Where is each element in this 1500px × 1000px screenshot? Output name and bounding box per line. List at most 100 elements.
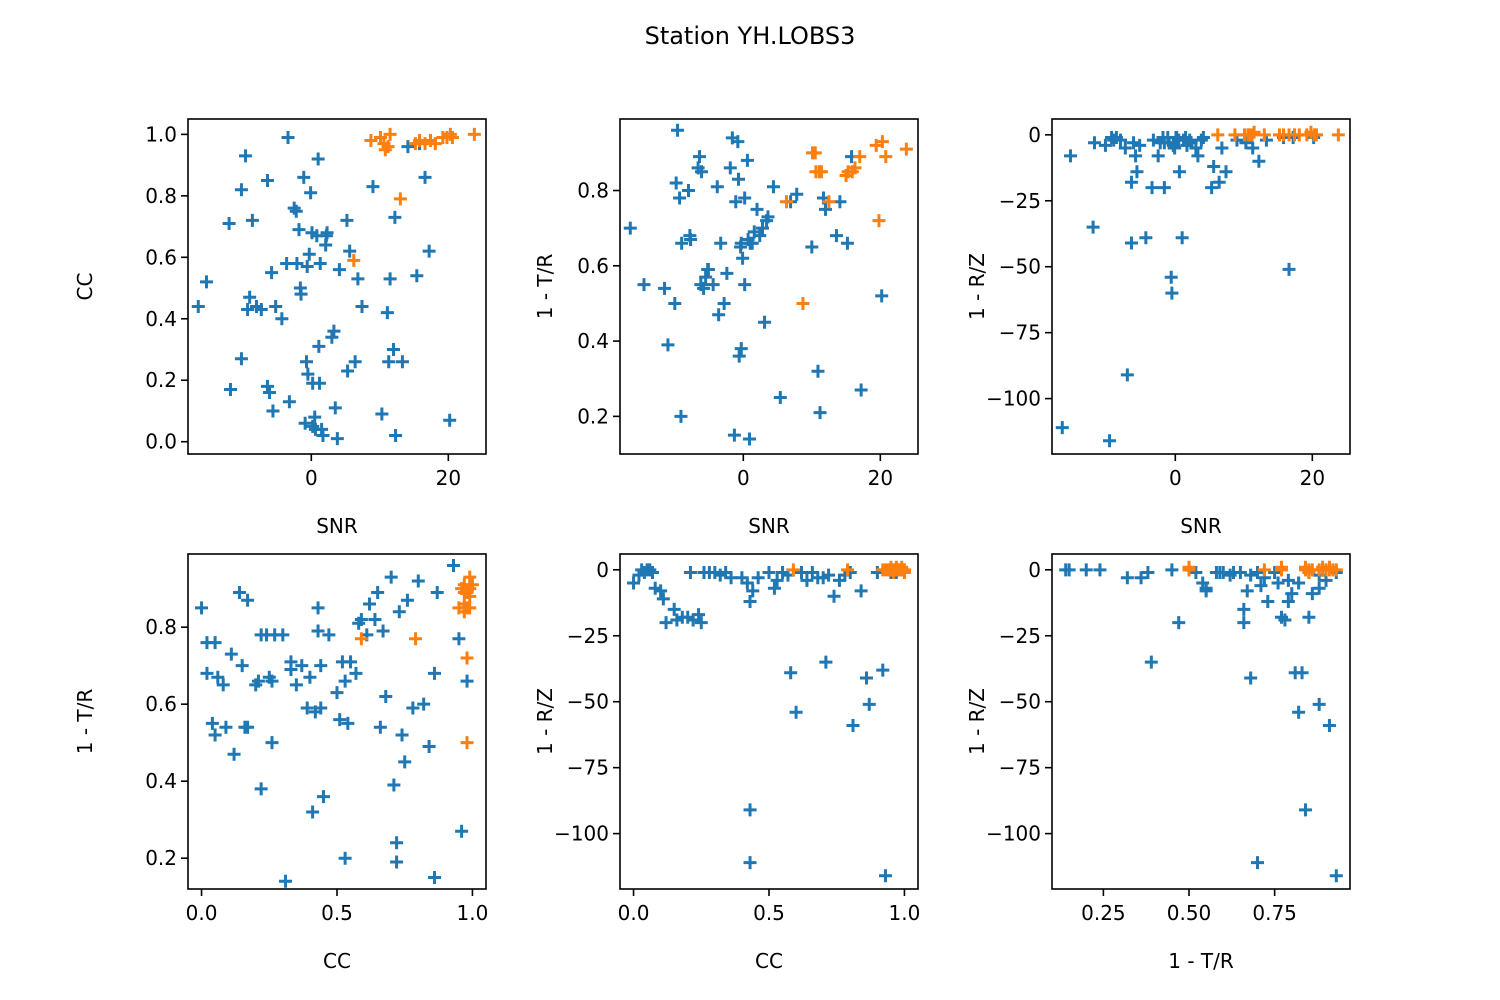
data-point xyxy=(446,559,460,573)
data-point xyxy=(338,674,352,688)
data-point xyxy=(1281,573,1295,587)
data-point xyxy=(1257,563,1271,577)
data-point xyxy=(1252,154,1266,168)
data-point xyxy=(860,671,874,685)
data-point xyxy=(734,342,748,356)
data-point xyxy=(661,338,675,352)
x-tick-label: 1.0 xyxy=(889,901,921,925)
data-point xyxy=(1215,141,1229,155)
y-tick-label: 0.6 xyxy=(145,692,177,716)
data-point xyxy=(265,266,279,280)
data-point xyxy=(770,573,784,587)
data-point xyxy=(1240,584,1254,598)
data-point xyxy=(301,367,315,381)
y-tick-label: 0.6 xyxy=(577,254,609,278)
data-point xyxy=(659,616,673,630)
data-point xyxy=(322,628,336,642)
series-orange xyxy=(786,560,911,579)
data-point xyxy=(443,413,457,427)
x-axis-label: CC xyxy=(323,949,351,973)
data-point xyxy=(755,221,769,235)
axes-frame xyxy=(619,118,919,455)
data-point xyxy=(683,565,697,579)
y-tick-label: −100 xyxy=(986,387,1041,411)
data-point xyxy=(1292,576,1306,590)
data-point xyxy=(265,736,279,750)
data-point xyxy=(392,605,406,619)
data-point xyxy=(668,296,682,310)
data-point xyxy=(654,584,668,598)
data-point xyxy=(743,856,757,870)
data-point xyxy=(1219,165,1233,179)
series-orange xyxy=(1182,560,1343,579)
data-point xyxy=(853,150,867,164)
data-point xyxy=(843,565,857,579)
data-point xyxy=(1120,368,1134,382)
data-point xyxy=(732,349,746,363)
y-tick-label: 0.8 xyxy=(145,615,177,639)
data-point xyxy=(1129,149,1143,163)
data-point xyxy=(738,278,752,292)
data-point xyxy=(1098,138,1112,152)
data-point xyxy=(800,573,814,587)
data-point xyxy=(743,594,757,608)
data-point xyxy=(341,716,355,730)
data-point xyxy=(460,651,474,665)
data-point xyxy=(1205,181,1219,195)
data-point xyxy=(303,670,317,684)
data-point xyxy=(311,601,325,615)
subplot-6: 0.25 0.50 0.75 0 −25 −50 −75 −100 1 - T/R 1 - R/Z xyxy=(965,553,1351,973)
data-point xyxy=(848,161,862,175)
data-point xyxy=(398,755,412,769)
data-point xyxy=(1254,579,1268,593)
x-axis-label: SNR xyxy=(748,514,790,538)
y-axis-label: 1 - R/Z xyxy=(965,688,989,755)
data-point xyxy=(1127,136,1141,150)
data-point xyxy=(1251,565,1265,579)
data-point xyxy=(312,339,326,353)
data-point xyxy=(219,720,233,734)
data-point xyxy=(223,382,237,396)
axes-frame xyxy=(1051,553,1351,890)
data-point xyxy=(1093,563,1107,577)
axes-frame xyxy=(1051,118,1351,455)
data-point xyxy=(1145,181,1159,195)
data-point xyxy=(643,563,657,577)
data-point xyxy=(418,170,432,184)
data-point xyxy=(235,659,249,673)
data-point xyxy=(211,670,225,684)
x-tick-label: 1.0 xyxy=(457,901,489,925)
data-point xyxy=(854,383,868,397)
data-point xyxy=(1172,165,1186,179)
y-tick-label: −25 xyxy=(999,189,1041,213)
data-point xyxy=(327,324,341,338)
series-blue xyxy=(195,559,474,888)
data-point xyxy=(351,272,365,286)
y-tick-label: 0.4 xyxy=(145,307,177,331)
data-point xyxy=(224,647,238,661)
data-point xyxy=(364,134,378,148)
data-point xyxy=(1237,602,1251,616)
data-point xyxy=(1199,581,1213,595)
data-point xyxy=(306,805,320,819)
data-point xyxy=(388,210,402,224)
data-point xyxy=(216,678,230,692)
data-point xyxy=(205,716,219,730)
data-point xyxy=(876,663,890,677)
data-point xyxy=(1064,149,1077,163)
y-tick-label: 0.6 xyxy=(145,245,177,269)
data-point xyxy=(841,563,855,577)
data-point xyxy=(720,266,734,280)
data-point xyxy=(289,678,303,692)
y-axis-label: 1 - T/R xyxy=(533,254,557,320)
data-point xyxy=(1087,136,1101,150)
data-point xyxy=(1246,141,1260,155)
data-point xyxy=(463,601,477,615)
data-point xyxy=(338,851,352,865)
data-point xyxy=(854,584,868,598)
data-point xyxy=(467,127,481,141)
data-point xyxy=(1182,560,1196,574)
data-point xyxy=(465,578,479,592)
data-point xyxy=(382,355,396,369)
